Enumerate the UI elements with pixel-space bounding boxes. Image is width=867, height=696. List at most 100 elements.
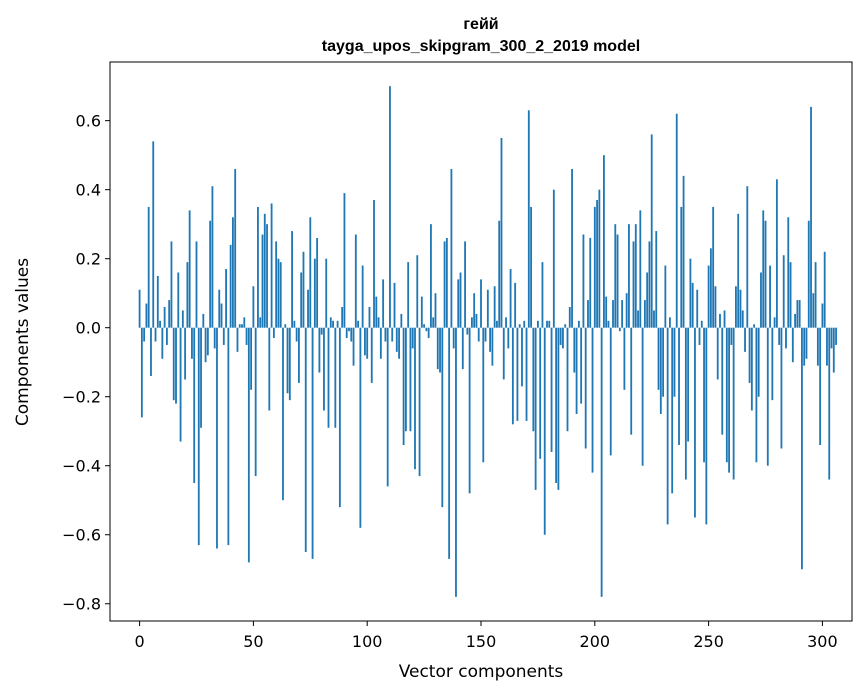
bar-18 — [179, 327, 182, 442]
bar-164 — [511, 327, 514, 425]
bar-110 — [389, 86, 391, 328]
bar-160 — [502, 327, 505, 380]
bars-group — [138, 86, 837, 597]
bar-111 — [391, 327, 394, 342]
bar-219 — [637, 310, 639, 328]
bar-132 — [439, 327, 441, 373]
bar-274 — [762, 210, 765, 328]
bar-211 — [618, 327, 621, 332]
bar-229 — [659, 327, 662, 414]
bar-263 — [737, 213, 740, 328]
bar-266 — [744, 327, 746, 352]
bar-298 — [816, 327, 819, 366]
bar-282 — [780, 327, 783, 449]
bar-285 — [787, 217, 790, 328]
bar-171 — [527, 110, 530, 328]
bar-156 — [493, 286, 496, 328]
bar-95 — [354, 234, 357, 328]
bar-212 — [621, 300, 624, 328]
bar-124 — [420, 296, 423, 328]
bar-190 — [571, 168, 573, 328]
y-axis-label: Components values — [13, 258, 33, 426]
bar-239 — [682, 175, 685, 328]
bar-234 — [671, 327, 674, 494]
bar-262 — [735, 286, 737, 328]
bar-66 — [288, 327, 291, 401]
bar-223 — [646, 272, 649, 328]
bar-243 — [691, 282, 694, 328]
bar-165 — [514, 282, 517, 328]
bar-304 — [830, 327, 833, 349]
x-tick-label-100: 100 — [352, 632, 383, 651]
bar-82 — [325, 258, 328, 328]
bar-8 — [156, 275, 159, 328]
bar-47 — [245, 327, 248, 345]
bar-175 — [536, 320, 539, 328]
bar-120 — [411, 327, 414, 349]
bar-193 — [577, 320, 580, 328]
bar-221 — [641, 327, 644, 466]
bar-244 — [694, 327, 696, 518]
bar-108 — [384, 327, 387, 342]
bar-264 — [739, 289, 742, 328]
bar-25 — [195, 241, 198, 328]
bar-149 — [477, 327, 480, 342]
bar-187 — [564, 324, 567, 328]
bar-142 — [461, 327, 464, 370]
bar-170 — [525, 327, 528, 421]
bar-294 — [807, 220, 810, 328]
bar-180 — [548, 320, 551, 328]
bar-130 — [434, 293, 437, 328]
bar-50 — [252, 286, 255, 328]
bar-259 — [728, 327, 730, 473]
bar-233 — [669, 317, 671, 328]
bar-20 — [184, 327, 187, 380]
bar-148 — [475, 313, 478, 328]
bar-302 — [826, 327, 828, 366]
bar-78 — [316, 237, 319, 328]
bar-9 — [159, 320, 161, 328]
bar-202 — [598, 189, 601, 328]
bar-45 — [241, 324, 243, 328]
bar-214 — [625, 293, 628, 328]
bar-94 — [352, 327, 355, 366]
bar-115 — [400, 313, 403, 328]
bar-166 — [516, 327, 519, 421]
bar-68 — [293, 320, 296, 328]
bar-7 — [154, 327, 157, 342]
bar-41 — [232, 217, 234, 328]
bar-255 — [719, 313, 721, 328]
bar-226 — [653, 310, 655, 328]
bar-36 — [220, 303, 223, 328]
bar-129 — [432, 317, 435, 328]
bar-194 — [580, 327, 583, 404]
bar-205 — [605, 296, 608, 328]
bar-220 — [639, 210, 642, 328]
bar-2 — [143, 327, 146, 342]
bar-280 — [775, 179, 778, 328]
bar-184 — [557, 327, 560, 490]
bar-303 — [828, 327, 831, 480]
bar-107 — [382, 279, 385, 328]
bar-240 — [684, 327, 687, 480]
bar-64 — [284, 324, 287, 328]
bar-5 — [150, 327, 152, 377]
bar-44 — [238, 324, 241, 328]
y-tick-label-1: −0.6 — [62, 526, 101, 545]
bar-61 — [277, 258, 280, 328]
bar-57 — [268, 327, 271, 411]
bar-162 — [507, 327, 510, 349]
bar-163 — [509, 269, 512, 328]
bar-256 — [721, 327, 724, 435]
bar-197 — [587, 300, 589, 328]
bar-161 — [505, 317, 507, 328]
bar-268 — [748, 327, 751, 383]
bar-11 — [163, 306, 166, 328]
bar-210 — [616, 234, 619, 328]
bar-143 — [464, 241, 466, 328]
bar-300 — [821, 303, 824, 328]
bar-185 — [559, 327, 562, 345]
bar-189 — [568, 306, 571, 328]
bar-14 — [170, 241, 173, 328]
